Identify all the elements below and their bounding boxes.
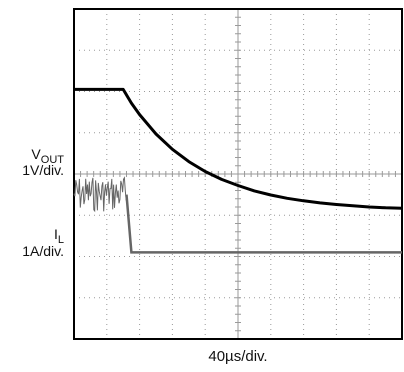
il-channel-label: IL [53,226,64,246]
time-scale-label: 40µs/div. [208,348,268,365]
grid [74,9,402,339]
vout-channel-label: VOUT [31,146,64,166]
il-trace [125,194,402,254]
plot-frame [73,8,403,340]
il-scale-label: 1A/div. [22,243,64,259]
il-ripple [73,176,127,213]
traces [73,87,403,254]
vout-scale-label: 1V/div. [22,162,64,178]
vout-trace [74,87,403,210]
